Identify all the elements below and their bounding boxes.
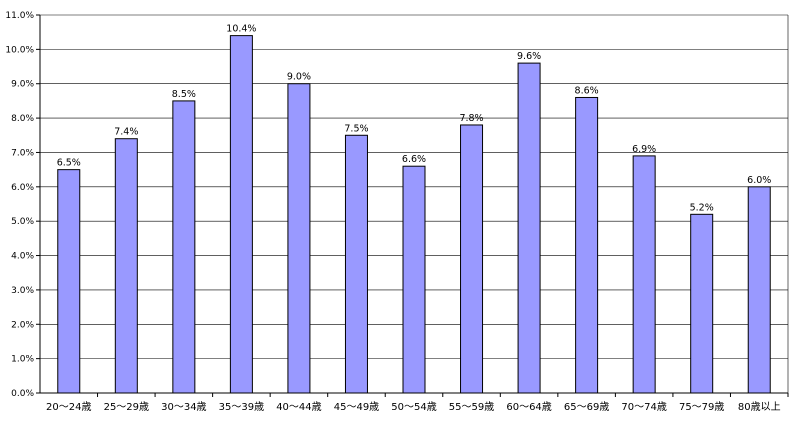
x-category-label: 70～74歳: [621, 401, 666, 413]
x-category-label: 55～59歳: [449, 401, 494, 413]
y-tick-label: 6.0%: [11, 183, 34, 193]
x-category-label: 25～29歳: [104, 401, 149, 413]
x-category-label: 65～69歳: [564, 401, 609, 413]
data-label: 7.8%: [459, 113, 483, 124]
y-tick-label: 0.0%: [11, 389, 34, 399]
x-category-label: 35～39歳: [219, 401, 264, 413]
y-tick-label: 11.0%: [5, 11, 34, 21]
data-label: 8.5%: [172, 89, 196, 100]
y-tick-label: 8.0%: [11, 114, 34, 124]
bar: [575, 96, 599, 394]
y-tick-label: 1.0%: [11, 355, 34, 365]
x-axis-category-labels: 20～24歳 25～29歳 30～34歳 35～39歳 40～44歳 45～49歳 50～5…: [46, 393, 789, 413]
y-axis-tick-labels: 0.0% 1.0% 2.0% 3.0% 4.0% 5.0% 6.0% 7.0% 8.0% 9.0%…: [5, 11, 40, 399]
data-label: 10.4%: [226, 24, 256, 35]
bar: [402, 165, 426, 394]
x-category-label: 45～49歳: [334, 401, 379, 413]
bar: [114, 138, 138, 394]
bar: [632, 155, 656, 394]
bar: [287, 83, 311, 394]
data-label: 7.5%: [344, 123, 368, 134]
x-category-label: 50～54歳: [391, 401, 436, 413]
data-label: 8.6%: [575, 85, 599, 96]
x-category-label: 20～24歳: [46, 401, 91, 413]
bar: [229, 35, 253, 394]
data-label: 6.0%: [747, 175, 771, 186]
bar: [57, 169, 81, 394]
bar: [747, 186, 771, 394]
bar: [690, 213, 714, 394]
data-label: 5.2%: [690, 202, 714, 213]
data-label: 6.9%: [632, 144, 656, 155]
data-label: 9.0%: [287, 72, 311, 83]
axes: [39, 15, 789, 394]
data-label: 6.6%: [402, 154, 426, 165]
x-category-label: 60～64歳: [506, 401, 551, 413]
bar: [344, 134, 368, 394]
data-labels: 6.5% 7.4% 8.5% 10.4% 9.0% 7.5% 6.6% 7.8% 9.6% 8.6…: [57, 24, 772, 214]
y-tick-label: 9.0%: [11, 80, 34, 90]
data-label: 6.5%: [57, 158, 81, 169]
data-label: 9.6%: [517, 51, 541, 62]
y-tick-label: 10.0%: [5, 45, 34, 55]
bar: [517, 62, 541, 394]
y-tick-label: 4.0%: [11, 252, 34, 262]
x-category-label: 80歳以上: [738, 401, 781, 413]
y-tick-label: 5.0%: [11, 217, 34, 227]
x-category-label: 30～34歳: [161, 401, 206, 413]
y-tick-label: 2.0%: [11, 320, 34, 330]
bar: [460, 124, 484, 394]
data-label: 7.4%: [114, 127, 138, 138]
x-category-label: 75～79歳: [679, 401, 724, 413]
x-category-label: 40～44歳: [276, 401, 321, 413]
y-tick-label: 7.0%: [11, 148, 34, 158]
bar: [172, 100, 196, 394]
y-tick-label: 3.0%: [11, 286, 34, 296]
